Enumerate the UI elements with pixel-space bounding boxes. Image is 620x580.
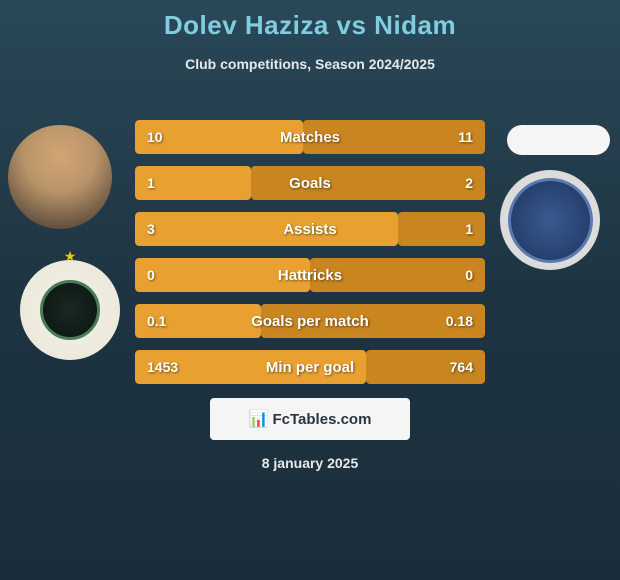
stat-row-goals: 1 Goals 2 — [135, 166, 485, 200]
chart-icon: 📊 — [249, 409, 269, 429]
stat-right-value: 764 — [438, 359, 473, 375]
player-avatar-right — [507, 125, 610, 155]
stat-label: Min per goal — [182, 359, 438, 376]
stat-right-value: 0.18 — [438, 313, 473, 329]
stat-label: Hattricks — [182, 267, 438, 284]
stat-left-value: 0 — [147, 267, 182, 283]
stat-label: Assists — [182, 221, 438, 238]
stat-right-value: 11 — [438, 129, 473, 145]
stat-left-value: 0.1 — [147, 313, 182, 329]
stat-right-value: 0 — [438, 267, 473, 283]
star-icon: ★ — [64, 248, 77, 265]
stat-row-min-per-goal: 1453 Min per goal 764 — [135, 350, 485, 384]
stat-row-matches: 10 Matches 11 — [135, 120, 485, 154]
player-avatar-left — [8, 125, 112, 229]
stat-left-value: 3 — [147, 221, 182, 237]
stat-left-value: 1 — [147, 175, 182, 191]
stats-container: 10 Matches 11 1 Goals 2 3 Assists 1 0 Ha… — [135, 120, 485, 396]
stat-label: Matches — [182, 129, 438, 146]
stat-left-value: 1453 — [147, 359, 182, 375]
stat-label: Goals per match — [182, 313, 438, 330]
stat-label: Goals — [182, 175, 438, 192]
stat-row-goals-per-match: 0.1 Goals per match 0.18 — [135, 304, 485, 338]
brand-badge[interactable]: 📊 FcTables.com — [210, 398, 410, 440]
stat-row-assists: 3 Assists 1 — [135, 212, 485, 246]
stat-left-value: 10 — [147, 129, 182, 145]
stat-right-value: 1 — [438, 221, 473, 237]
stat-right-value: 2 — [438, 175, 473, 191]
date-text: 8 january 2025 — [262, 455, 359, 471]
club-logo-right — [500, 170, 600, 270]
brand-text: FcTables.com — [273, 411, 372, 428]
page-subtitle: Club competitions, Season 2024/2025 — [0, 56, 620, 72]
stat-row-hattricks: 0 Hattricks 0 — [135, 258, 485, 292]
club-logo-left: ★ — [20, 260, 120, 360]
page-title: Dolev Haziza vs Nidam — [0, 0, 620, 41]
